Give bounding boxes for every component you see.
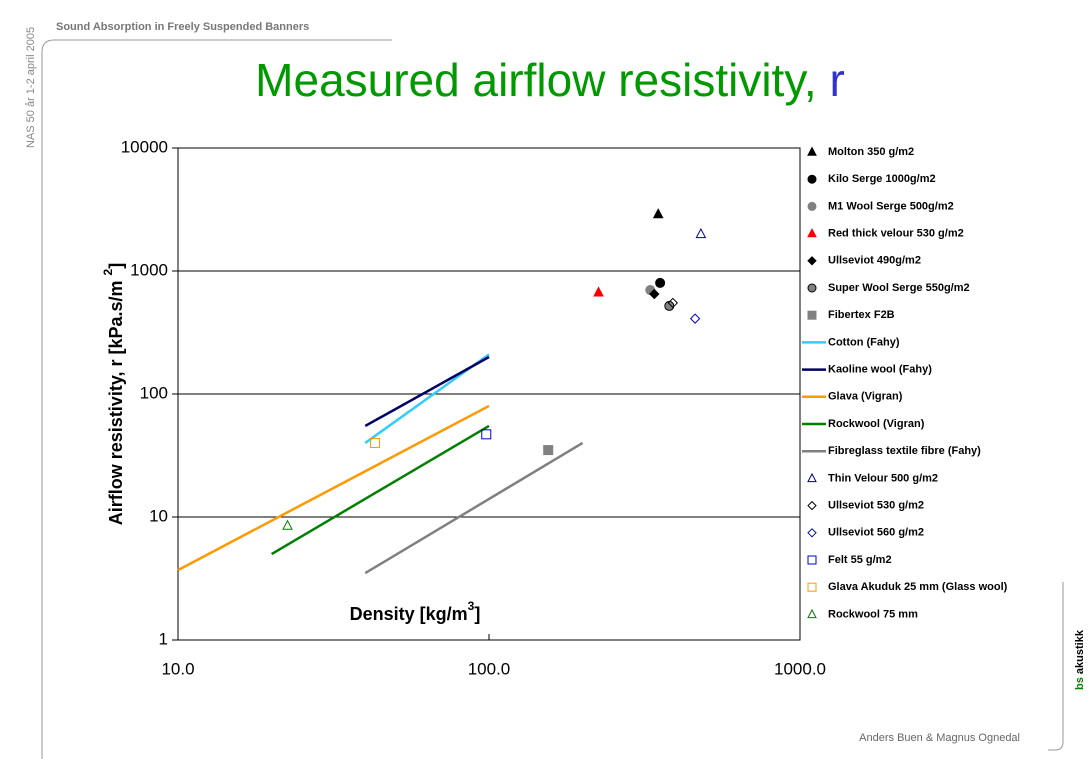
- title-text: Measured airflow resistivity,: [255, 54, 829, 106]
- legend-marker: [807, 582, 817, 592]
- marker: [649, 288, 660, 300]
- title-symbol: r: [829, 54, 844, 106]
- side-note: NAS 50 år 1-2 april 2005: [25, 27, 37, 148]
- y-tick-label: 1: [159, 629, 168, 648]
- y-label-end: ]: [106, 263, 126, 269]
- marker: [652, 208, 664, 219]
- legend-label: Felt 55 g/m2: [828, 554, 892, 566]
- legend-label: Kilo Serge 1000g/m2: [828, 173, 936, 185]
- legend-label: Fibreglass textile fibre (Fahy): [828, 445, 981, 457]
- y-label-sup: 2: [101, 268, 115, 275]
- marker: [593, 286, 604, 297]
- legend-label: Glava (Vigran): [828, 391, 903, 403]
- y-tick-label: 100: [140, 383, 168, 402]
- legend-marker: [807, 146, 817, 156]
- marker: [695, 227, 707, 239]
- legend-marker: [807, 283, 817, 293]
- legend-label: Ullseviot 490g/m2: [828, 255, 921, 267]
- series-line: [270, 424, 490, 556]
- logo-text: akustikk: [1074, 629, 1086, 674]
- y-label-text: Airflow resistivity, r [kPa.s/m: [106, 275, 126, 525]
- marker: [667, 297, 679, 309]
- legend-marker: [807, 201, 817, 211]
- x-tick-label: 1000.0: [774, 659, 826, 678]
- x-tick-label: 100.0: [468, 659, 511, 678]
- series-line: [177, 404, 490, 572]
- marker: [689, 313, 701, 324]
- legend-marker: [807, 256, 817, 266]
- x-label-text: Density [kg/m: [350, 604, 468, 624]
- legend-label: Super Wool Serge 550g/m2: [828, 282, 970, 294]
- legend-label: Glava Akuduk 25 mm (Glass wool): [828, 581, 1008, 593]
- header: Sound Absorption in Freely Suspended Ban…: [56, 21, 309, 33]
- x-axis-label: Density [kg/m3]: [350, 599, 481, 624]
- x-tick-label: 10.0: [161, 659, 194, 678]
- y-axis-label: Airflow resistivity, r [kPa.s/m 2]: [101, 263, 126, 525]
- legend-label: Rockwool (Vigran): [828, 418, 925, 430]
- legend-marker: [807, 310, 817, 320]
- logo-frame: [1048, 582, 1064, 751]
- x-label-sup: 3: [468, 599, 475, 613]
- series-line: [364, 355, 490, 428]
- marker: [664, 300, 675, 311]
- legend-marker: [807, 528, 817, 538]
- x-label-end: ]: [474, 604, 480, 624]
- legend-marker: [807, 472, 817, 483]
- legend-marker: [807, 500, 817, 511]
- legend-label: Ullseviot 530 g/m2: [828, 500, 924, 512]
- marker: [543, 445, 554, 456]
- legend-marker: [807, 174, 817, 184]
- legend-label: Red thick velour 530 g/m2: [828, 228, 964, 240]
- legend-label: Cotton (Fahy): [828, 336, 900, 348]
- legend-label: Ullseviot 560 g/m2: [828, 527, 924, 539]
- y-tick-label: 1000: [130, 260, 168, 279]
- slide-frame: [41, 39, 392, 759]
- footer: Anders Buen & Magnus Ognedal: [859, 732, 1020, 744]
- legend-label: Thin Velour 500 g/m2: [828, 472, 938, 484]
- marker: [282, 519, 293, 530]
- y-tick-label: 10000: [121, 137, 168, 156]
- legend-label: Fibertex F2B: [828, 309, 895, 321]
- legend-marker: [807, 608, 817, 619]
- logo-accent: bs: [1074, 677, 1086, 690]
- legend-label: M1 Wool Serge 500g/m2: [828, 200, 954, 212]
- legend-marker: [807, 555, 817, 565]
- legend-label: Rockwool 75 mm: [828, 608, 918, 620]
- legend-marker: [807, 228, 817, 238]
- y-tick-label: 10: [149, 506, 168, 525]
- marker: [481, 429, 492, 440]
- marker: [370, 437, 381, 448]
- chart-title: Measured airflow resistivity, r: [255, 54, 845, 106]
- legend-label: Kaoline wool (Fahy): [828, 364, 932, 376]
- logo: bs akustikk: [1074, 629, 1086, 690]
- series-line: [364, 441, 584, 575]
- marker: [655, 277, 666, 288]
- legend-label: Molton 350 g/m2: [828, 146, 914, 158]
